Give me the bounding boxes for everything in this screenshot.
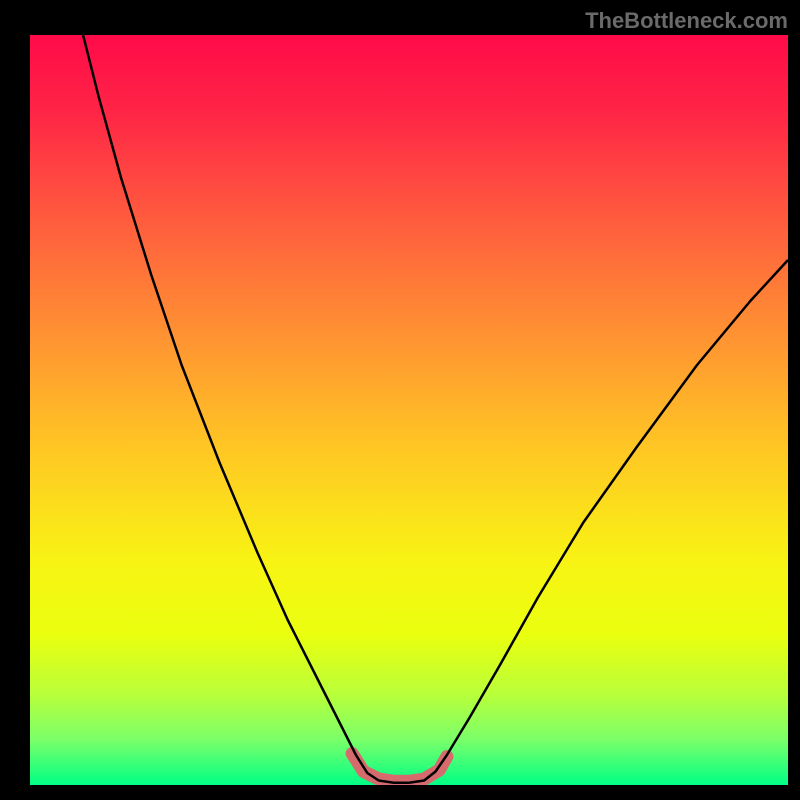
frame-border-bottom xyxy=(0,785,800,800)
chart-svg xyxy=(30,35,788,785)
watermark-text: TheBottleneck.com xyxy=(585,8,788,34)
plot-area xyxy=(30,35,788,785)
chart-background xyxy=(30,35,788,785)
frame-border-right xyxy=(788,0,800,800)
frame-border-left xyxy=(0,0,30,800)
